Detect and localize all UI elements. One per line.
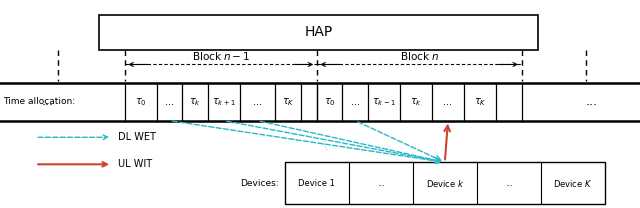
Text: Block $n-1$: Block $n-1$ xyxy=(191,50,250,62)
Text: ...: ... xyxy=(586,95,598,108)
Bar xyxy=(99,15,538,50)
Text: Time allocation:: Time allocation: xyxy=(3,97,76,106)
Bar xyxy=(285,162,605,204)
Text: ...: ... xyxy=(444,97,452,107)
Text: $\tau_K$: $\tau_K$ xyxy=(282,96,294,108)
Text: ...: ... xyxy=(42,95,54,108)
Text: $\tau_k$: $\tau_k$ xyxy=(410,96,422,108)
Text: $\tau_{k+1}$: $\tau_{k+1}$ xyxy=(212,96,236,108)
Text: Block $n$: Block $n$ xyxy=(399,50,439,62)
Text: DL WET: DL WET xyxy=(118,132,156,142)
Text: $\tau_k$: $\tau_k$ xyxy=(189,96,201,108)
Text: $\tau_{k-1}$: $\tau_{k-1}$ xyxy=(372,96,396,108)
Text: ...: ... xyxy=(253,97,262,107)
Text: Devices:: Devices: xyxy=(240,178,278,188)
Text: ...: ... xyxy=(351,97,360,107)
Text: ...: ... xyxy=(505,178,513,188)
Text: UL WIT: UL WIT xyxy=(118,159,152,169)
Text: $\tau_K$: $\tau_K$ xyxy=(474,96,486,108)
Text: ...: ... xyxy=(377,178,385,188)
Text: ...: ... xyxy=(165,97,174,107)
Text: HAP: HAP xyxy=(304,25,333,39)
Text: Device $k$: Device $k$ xyxy=(426,178,464,188)
Text: Device 1: Device 1 xyxy=(298,178,335,188)
Text: $\tau_0$: $\tau_0$ xyxy=(324,96,335,108)
Text: Device $K$: Device $K$ xyxy=(553,178,593,188)
Text: $\tau_0$: $\tau_0$ xyxy=(135,96,147,108)
Text: ...: ... xyxy=(319,139,332,152)
